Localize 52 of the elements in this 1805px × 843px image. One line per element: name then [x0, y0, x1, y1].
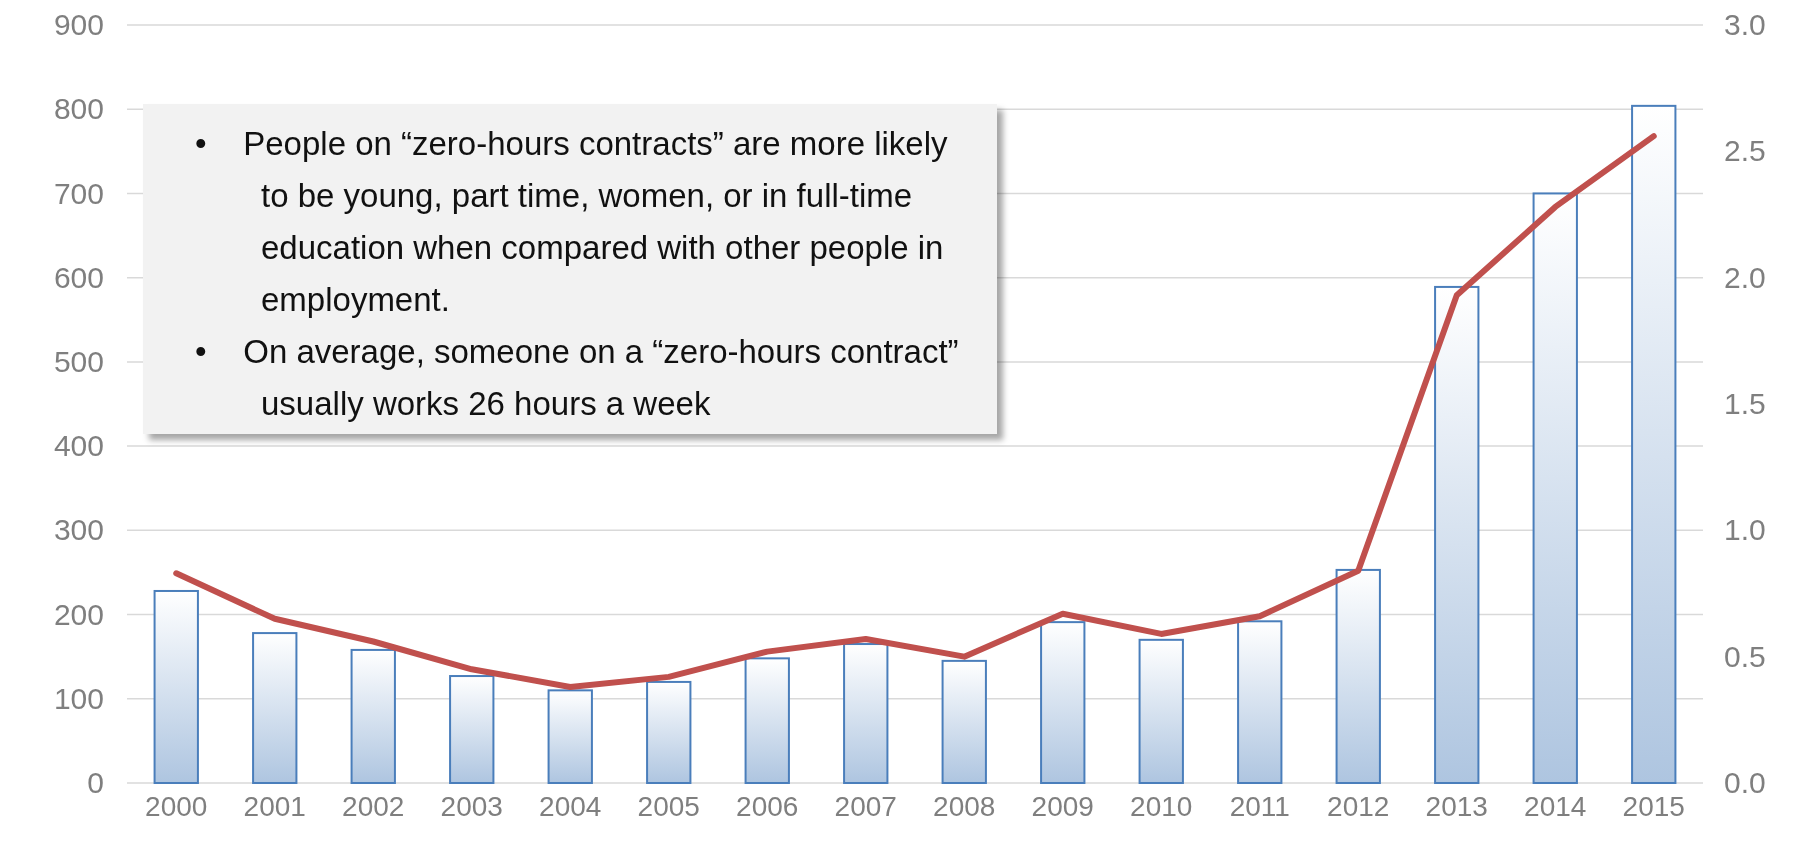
- bar: [252, 632, 298, 784]
- y2-tick-label: 2.0: [1724, 260, 1766, 294]
- bar: [1532, 192, 1578, 784]
- bar: [449, 675, 495, 784]
- bar: [350, 648, 396, 784]
- bar: [1335, 568, 1381, 784]
- x-tick-label: 2013: [1425, 790, 1488, 822]
- x-tick-label: 2015: [1622, 790, 1685, 822]
- x-tick-label: 2008: [933, 790, 996, 822]
- y-tick-label: 700: [53, 176, 104, 210]
- y2-tick-label: 1.0: [1724, 513, 1766, 547]
- y-tick-label: 800: [53, 92, 104, 126]
- y2-tick-label: 0.5: [1724, 639, 1766, 673]
- bar: [744, 657, 790, 784]
- y-tick-label: 200: [53, 597, 104, 631]
- y2-tick-label: 1.5: [1724, 387, 1766, 421]
- x-tick-label: 2006: [736, 790, 799, 822]
- bar: [1237, 620, 1283, 784]
- x-tick-label: 2012: [1327, 790, 1390, 822]
- annotation: • On average, someone on a “zero-hours contract” usually works 26 hours a week: [195, 332, 960, 424]
- y2-tick-label: 3.0: [1724, 8, 1766, 42]
- x-tick-label: 2003: [440, 790, 503, 822]
- x-tick-label: 2002: [342, 790, 405, 822]
- x-tick-label: 2007: [834, 790, 897, 822]
- bar: [1631, 104, 1677, 784]
- x-tick-label: 2004: [539, 790, 602, 822]
- bar: [547, 689, 593, 784]
- x-tick-label: 2000: [145, 790, 208, 822]
- bar: [153, 589, 199, 784]
- bar: [646, 680, 692, 784]
- x-tick-label: 2011: [1229, 790, 1290, 822]
- y2-tick-label: 0.0: [1724, 766, 1766, 800]
- x-tick-label: 2010: [1130, 790, 1193, 822]
- y-tick-label: 100: [53, 681, 104, 715]
- bar: [1040, 621, 1086, 784]
- bar: [1138, 638, 1184, 784]
- y-tick-label: 500: [53, 344, 104, 378]
- y-tick-label: 900: [53, 8, 104, 42]
- x-tick-label: 2005: [637, 790, 700, 822]
- bar: [941, 659, 987, 784]
- text-box: • People on “zero-hours contracts” are more likely to be young, part time, women, or in full-time education when compared with other people in employment. • On average, someone on a “zero-hours contract” usually works 26 hours a week: [143, 104, 997, 434]
- x-tick-label: 2014: [1524, 790, 1587, 822]
- y-tick-label: 600: [53, 260, 104, 294]
- bar: [1434, 285, 1480, 784]
- y2-tick-label: 2.5: [1724, 134, 1766, 168]
- annotation: • People on “zero-hours contracts” are more likely to be young, part time, women, or in full-time education when compared with other people in employment.: [195, 124, 949, 320]
- bar: [843, 643, 889, 784]
- y-tick-label: 400: [53, 429, 104, 463]
- x-tick-label: 2001: [243, 790, 306, 822]
- x-tick-label: 2009: [1031, 790, 1094, 822]
- y-tick-label: 0: [87, 766, 104, 800]
- y-tick-label: 300: [53, 513, 104, 547]
